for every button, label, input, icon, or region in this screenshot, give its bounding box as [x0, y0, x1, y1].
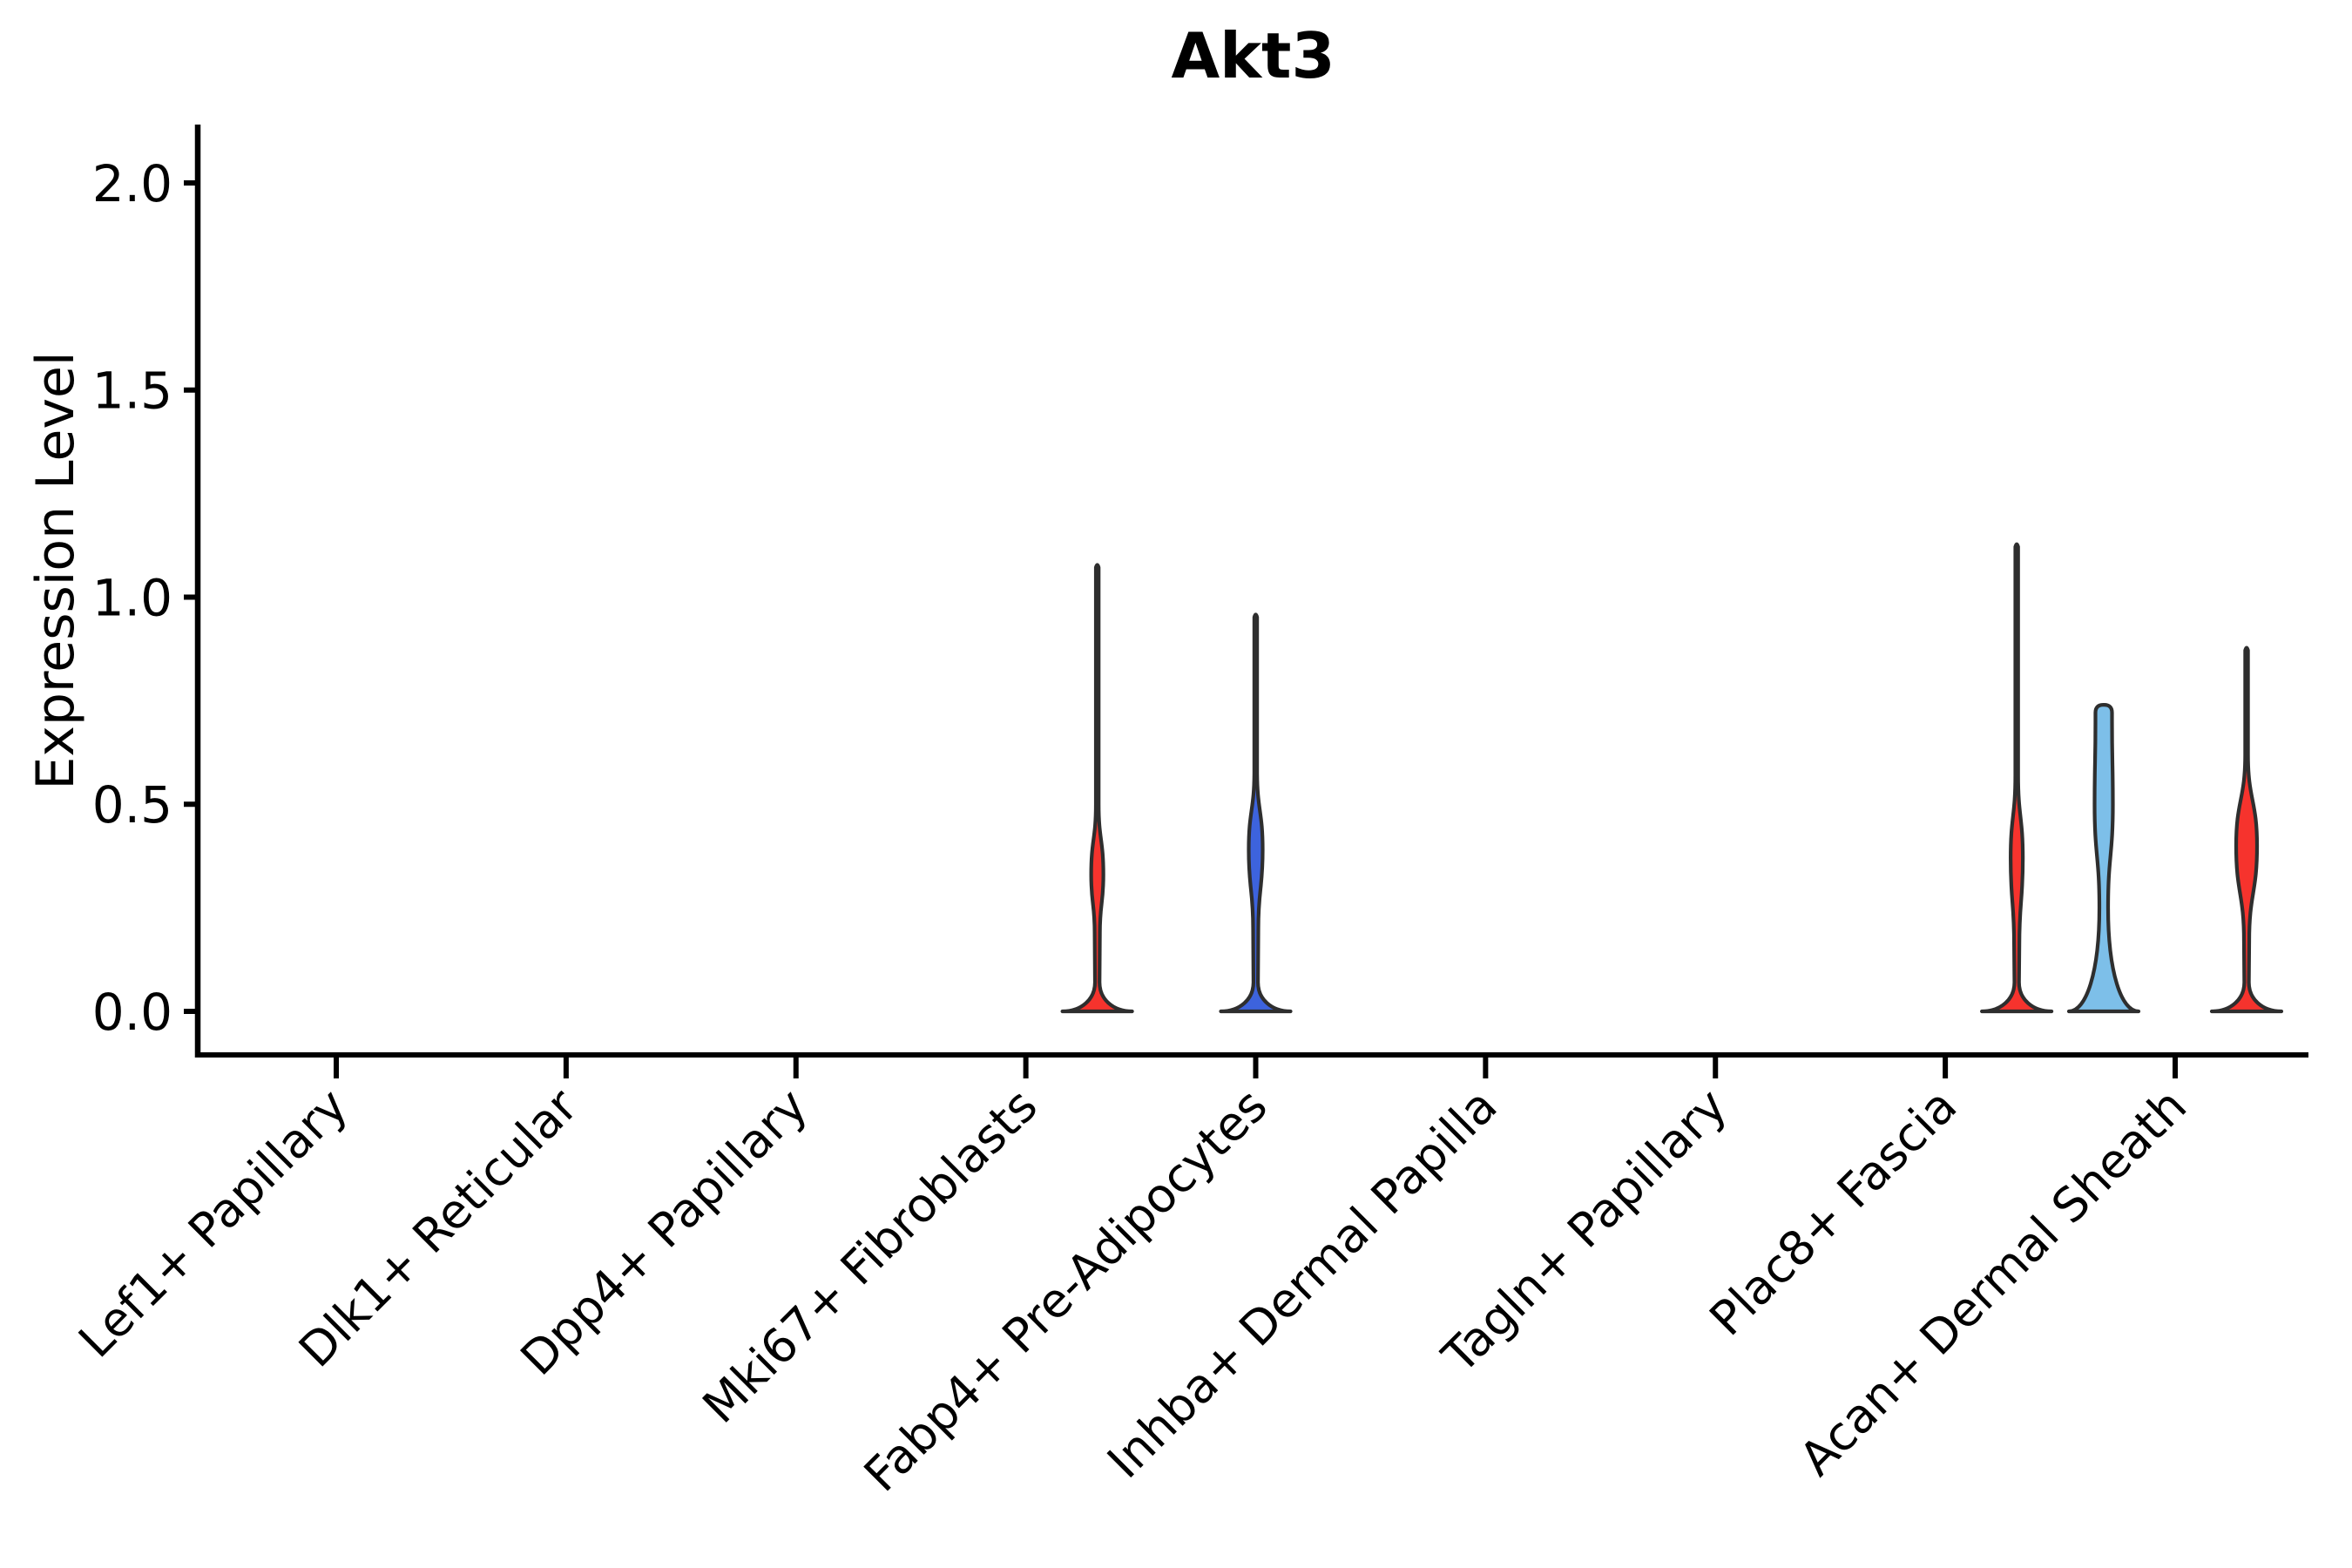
violin-acan-3: [2209, 645, 2284, 1014]
violin-fabp4-2: [1219, 612, 1293, 1014]
x-tick-label: Plac8+ Fascia: [1700, 1078, 1968, 1347]
chart-title: Akt3: [1171, 19, 1335, 92]
y-tick-label: 1.0: [92, 568, 172, 627]
y-tick-label: 0.5: [92, 775, 172, 835]
y-tick-label: 0.0: [92, 983, 172, 1042]
violin-plac8-3: [1980, 542, 2054, 1014]
x-tick-label: Fabp4+ Pre-Adipocytes: [854, 1078, 1278, 1503]
y-tick-label: 2.0: [92, 154, 172, 213]
x-tick-label: Inhba+ Dermal Papilla: [1097, 1078, 1507, 1489]
y-tick-label: 1.5: [92, 362, 172, 421]
violin-mki67-3: [1060, 563, 1134, 1014]
violin-acan-1: [2066, 703, 2141, 1014]
x-tick-label: Acan+ Dermal Sheath: [1789, 1078, 2197, 1486]
y-axis-label: Expression Level: [25, 351, 86, 790]
